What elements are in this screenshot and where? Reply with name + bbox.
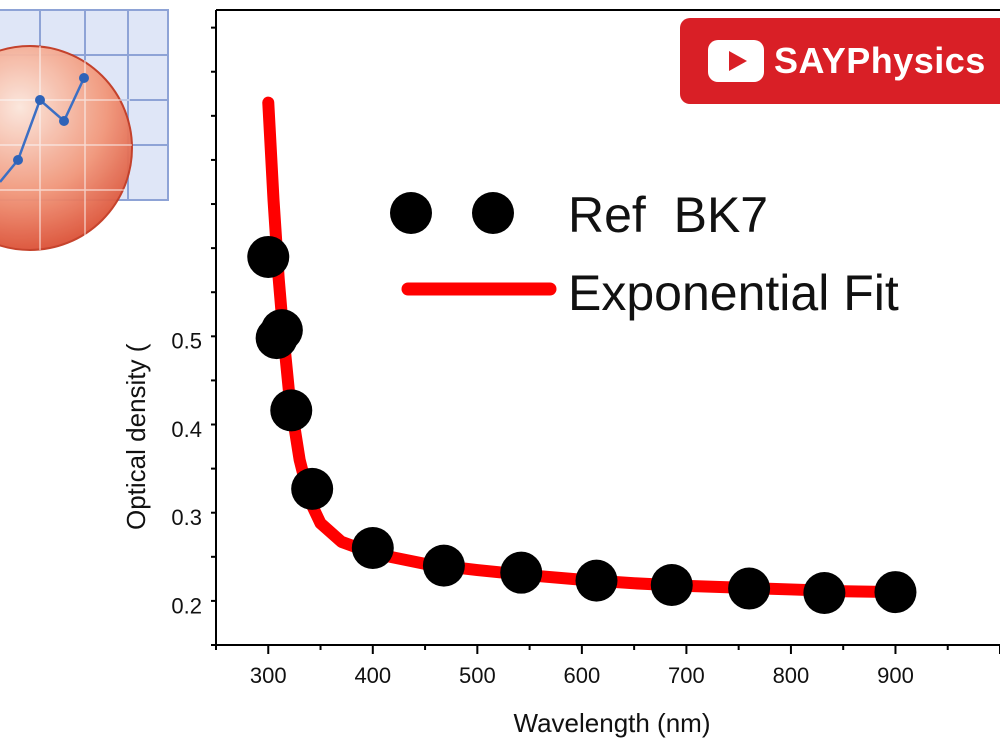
data-point — [803, 571, 846, 614]
y-tick-label: 0.2 — [171, 593, 202, 618]
y-tick-label: 0.3 — [171, 505, 202, 530]
scatter-series — [247, 235, 917, 614]
x-tick-label: 500 — [459, 663, 496, 688]
legend-label-scatter: Ref BK7 — [568, 187, 768, 243]
data-point — [260, 309, 303, 352]
x-tick-label: 800 — [773, 663, 810, 688]
legend-marker-2 — [472, 192, 514, 234]
y-tick-label: 0.5 — [171, 329, 202, 354]
sayphysics-badge: SAYPhysics — [680, 18, 1000, 104]
data-point — [291, 467, 334, 510]
x-tick-label: 400 — [354, 663, 391, 688]
plot-frame — [215, 9, 1000, 646]
data-point — [874, 571, 917, 614]
data-point — [351, 526, 394, 569]
data-point — [500, 551, 543, 594]
x-tick-label: 600 — [564, 663, 601, 688]
x-tick-label: 300 — [250, 663, 287, 688]
data-point — [650, 564, 693, 607]
x-axis-title: Wavelength (nm) — [514, 708, 711, 738]
data-point — [247, 235, 290, 278]
y-axis-title: Optical density ( — [121, 343, 151, 530]
data-point — [270, 389, 313, 432]
fit-line — [262, 96, 902, 599]
x-axis-ticks: 300 400 500 600 700 800 900 — [215, 645, 1000, 688]
y-tick-label: 0.4 — [171, 417, 202, 442]
legend: Ref BK7 Exponential Fit — [390, 187, 899, 321]
legend-label-fit: Exponential Fit — [568, 265, 899, 321]
x-tick-label: 700 — [668, 663, 705, 688]
play-icon — [708, 40, 764, 82]
data-point — [728, 567, 771, 610]
chart-app-logo-icon — [0, 9, 169, 251]
y-axis-ticks: 0.2 0.3 0.4 0.5 — [171, 26, 216, 646]
x-tick-label: 900 — [877, 663, 914, 688]
legend-marker-1 — [390, 192, 432, 234]
data-point — [575, 559, 618, 602]
badge-text: SAYPhysics — [774, 40, 986, 81]
fit-series — [262, 96, 902, 599]
data-point — [422, 544, 465, 587]
